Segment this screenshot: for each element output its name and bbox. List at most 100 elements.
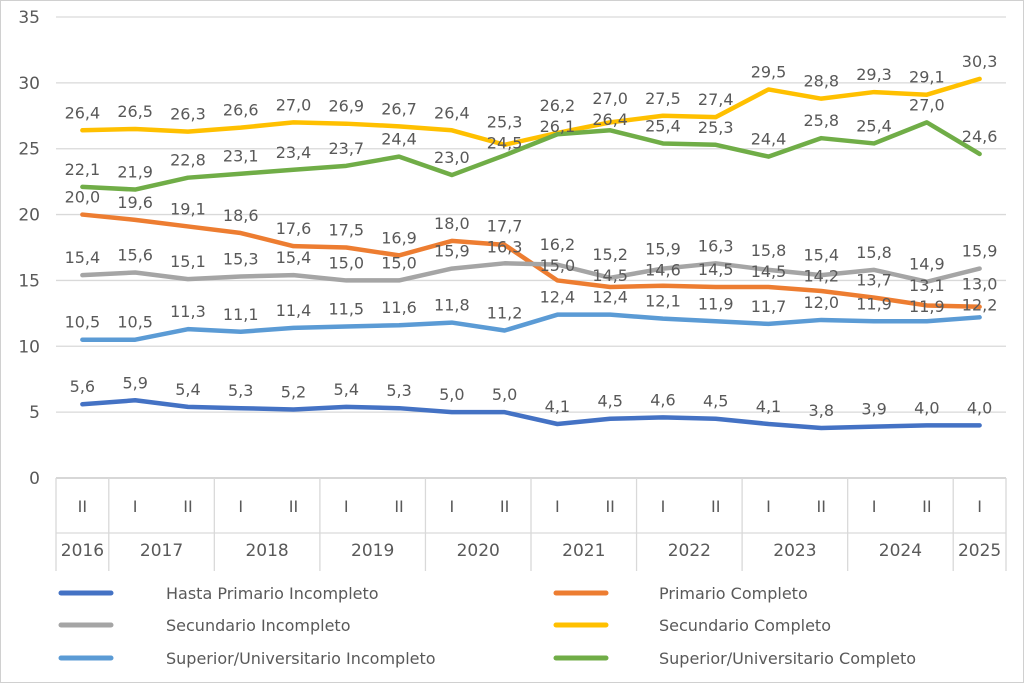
y-tick-label: 10 <box>18 337 40 357</box>
data-label: 5,2 <box>281 383 306 402</box>
data-label: 27,0 <box>909 95 945 114</box>
data-label: 15,1 <box>170 252 206 271</box>
data-label: 26,4 <box>592 110 628 129</box>
data-label: 29,5 <box>751 62 787 81</box>
data-label: 5,4 <box>334 380 359 399</box>
series-line-0 <box>80 398 982 431</box>
series-line-2 <box>80 261 982 284</box>
data-label: 4,1 <box>545 397 570 416</box>
data-label: 15,0 <box>540 256 576 275</box>
x-tick-period: II <box>711 497 720 516</box>
x-tick-year: 2018 <box>245 541 288 561</box>
x-tick-period: I <box>766 497 771 516</box>
data-label: 12,4 <box>540 288 576 307</box>
y-tick-label: 35 <box>18 8 40 28</box>
x-tick-period: I <box>133 497 138 516</box>
data-label: 23,4 <box>276 143 312 162</box>
data-label: 16,9 <box>381 228 417 247</box>
y-tick-label: 15 <box>18 271 40 291</box>
data-label: 4,0 <box>967 398 992 417</box>
data-label: 3,8 <box>809 401 834 420</box>
data-label: 11,8 <box>434 296 470 315</box>
data-label: 15,3 <box>223 250 259 269</box>
data-label: 26,2 <box>540 96 576 115</box>
data-label: 10,5 <box>65 313 101 332</box>
data-label: 11,5 <box>328 300 364 319</box>
x-tick-period: I <box>449 497 454 516</box>
legend-label: Secundario Incompleto <box>166 616 350 635</box>
data-label: 5,9 <box>122 373 147 392</box>
data-label: 19,1 <box>170 199 206 218</box>
x-tick-year: 2024 <box>879 541 922 561</box>
x-tick-year: 2020 <box>457 541 500 561</box>
data-label: 15,4 <box>276 248 312 267</box>
x-tick-year: 2019 <box>351 541 394 561</box>
x-tick-period: II <box>394 497 403 516</box>
y-tick-label: 0 <box>29 469 40 489</box>
data-label: 15,8 <box>751 241 787 260</box>
data-label: 15,2 <box>592 245 628 264</box>
data-label: 5,0 <box>492 385 517 404</box>
x-tick-year: 2022 <box>668 541 711 561</box>
data-label: 18,6 <box>223 206 259 225</box>
data-label: 25,4 <box>856 116 892 135</box>
data-label: 15,9 <box>434 242 470 261</box>
data-label: 16,3 <box>487 238 523 257</box>
data-label: 11,9 <box>698 294 734 313</box>
data-label: 15,6 <box>117 246 153 265</box>
data-label: 12,4 <box>592 288 628 307</box>
data-label: 14,9 <box>909 255 945 274</box>
data-label: 28,8 <box>803 72 839 91</box>
data-label: 15,0 <box>381 253 417 272</box>
data-label: 26,3 <box>170 105 206 124</box>
y-tick-label: 30 <box>18 74 40 94</box>
data-label: 15,4 <box>803 246 839 265</box>
legend-label: Superior/Universitario Completo <box>659 649 916 668</box>
data-label: 12,1 <box>645 292 681 311</box>
data-label: 4,5 <box>597 392 622 411</box>
data-label: 25,8 <box>803 111 839 130</box>
data-label: 11,9 <box>856 294 892 313</box>
data-label: 17,6 <box>276 219 312 238</box>
data-label: 27,0 <box>276 95 312 114</box>
data-label: 12,0 <box>803 293 839 312</box>
x-tick-period: II <box>817 497 826 516</box>
legend-label: Hasta Primario Incompleto <box>166 584 379 603</box>
series-line-5 <box>80 120 982 192</box>
data-label: 21,9 <box>117 163 153 182</box>
data-label: 18,0 <box>434 214 470 233</box>
data-label: 14,2 <box>803 267 839 286</box>
legend-label: Superior/Universitario Incompleto <box>166 649 436 668</box>
data-label: 4,1 <box>756 397 781 416</box>
data-label: 13,0 <box>962 275 998 294</box>
data-label: 15,0 <box>328 253 364 272</box>
data-label: 22,1 <box>65 160 101 179</box>
data-label: 16,3 <box>698 236 734 255</box>
data-label: 14,5 <box>698 260 734 279</box>
y-tick-label: 20 <box>18 206 40 226</box>
data-label: 26,6 <box>223 101 259 120</box>
data-label: 19,6 <box>117 193 153 212</box>
x-tick-period: II <box>500 497 509 516</box>
x-tick-period: II <box>78 497 87 516</box>
data-label: 29,3 <box>856 65 892 84</box>
data-label: 17,7 <box>487 217 523 236</box>
data-label: 13,7 <box>856 271 892 290</box>
data-label: 26,9 <box>328 97 364 116</box>
data-label: 24,5 <box>487 134 523 153</box>
data-label: 20,0 <box>65 188 101 207</box>
series-line-4 <box>80 312 982 342</box>
x-tick-period: I <box>977 497 982 516</box>
data-label: 12,2 <box>962 296 998 315</box>
x-tick-year: 2016 <box>61 541 104 561</box>
x-tick-year: 2023 <box>773 541 816 561</box>
x-tick-period: I <box>238 497 243 516</box>
data-label: 11,9 <box>909 297 945 316</box>
data-label: 11,7 <box>751 297 787 316</box>
x-tick-year: 2025 <box>958 541 1001 561</box>
data-label: 24,6 <box>962 127 998 146</box>
x-tick-period: II <box>922 497 931 516</box>
data-label: 25,4 <box>645 116 681 135</box>
